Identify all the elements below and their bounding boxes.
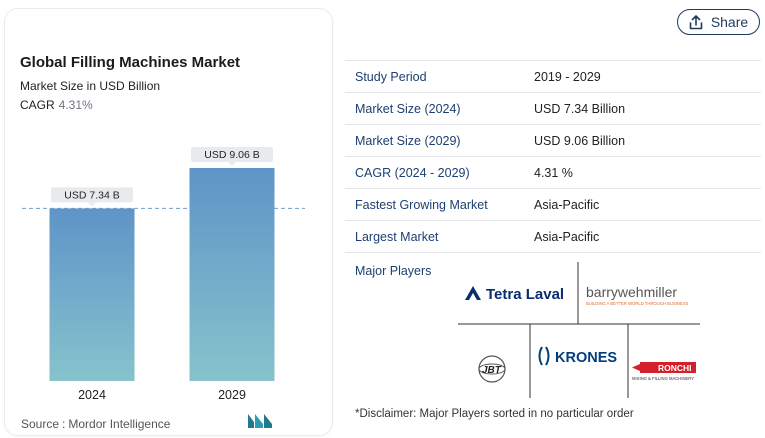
info-row: Study Period 2019 - 2029 — [345, 60, 761, 93]
info-row-label: Largest Market — [355, 229, 439, 244]
krones-bracket-icon — [538, 346, 543, 366]
data-label-2024: USD 7.34 B — [51, 187, 133, 207]
info-row-label: Market Size (2029) — [355, 133, 461, 148]
info-row-value: USD 7.34 Billion — [534, 101, 626, 116]
info-row: Market Size (2029) USD 9.06 Billion — [345, 125, 761, 157]
info-row-label: Market Size (2024) — [355, 101, 461, 116]
svg-text:RONCHI: RONCHI — [658, 363, 692, 373]
source-label: Source — [21, 417, 60, 431]
chart-cagr: CAGR 4.31% — [20, 98, 93, 112]
mordor-intelligence-logo — [248, 414, 272, 428]
jbt-logo: JBT — [478, 355, 506, 383]
info-row: Largest Market Asia-Pacific — [345, 221, 761, 253]
share-label: Share — [710, 14, 749, 30]
info-row: Fastest Growing Market Asia-Pacific — [345, 189, 761, 221]
info-row-value: 4.31 % — [534, 165, 573, 180]
ronchi-logo: RONCHI MIXING & FILLING MACHINERY — [632, 362, 696, 381]
share-button[interactable]: Share — [677, 9, 760, 35]
x-tick-label: 2024 — [78, 388, 106, 402]
source-name: Mordor Intelligence — [68, 417, 171, 431]
info-row-label: Study Period — [355, 69, 427, 84]
barry-wehmiller-logo: barrywehmiller BUILDING A BETTER WORLD T… — [586, 284, 689, 306]
svg-text:KRONES: KRONES — [555, 350, 617, 366]
info-row-value: 2019 - 2029 — [534, 69, 601, 84]
info-row-value: Asia-Pacific — [534, 229, 600, 244]
bar-2029 — [189, 168, 275, 381]
info-row: Market Size (2024) USD 7.34 Billion — [345, 93, 761, 125]
market-info-table: Study Period 2019 - 2029 Market Size (2024… — [345, 60, 761, 253]
data-label-text: USD 9.06 B — [204, 149, 259, 161]
info-row-value: USD 9.06 Billion — [534, 133, 626, 148]
x-tick-label: 2029 — [218, 388, 246, 402]
svg-text:BUILDING A BETTER WORLD THROUG: BUILDING A BETTER WORLD THROUGH BUSINESS — [586, 301, 689, 306]
chart-title: Global Filling Machines Market — [20, 54, 241, 71]
info-row-label: CAGR (2024 - 2029) — [355, 165, 470, 180]
bar-2024 — [49, 208, 135, 381]
data-label-2029: USD 9.06 B — [191, 147, 273, 166]
chart-subtitle: Market Size in USD Billion — [20, 79, 161, 93]
tetra-laval-logo: Tetra Laval — [465, 286, 564, 303]
major-players-label: Major Players — [355, 264, 432, 278]
svg-text:MIXING & FILLING MACHINERY: MIXING & FILLING MACHINERY — [632, 376, 694, 381]
krones-logo: KRONES — [538, 346, 617, 366]
svg-text:Tetra Laval: Tetra Laval — [486, 286, 564, 303]
source-note: Source: Mordor Intelligence — [21, 417, 170, 431]
data-label-text: USD 7.34 B — [64, 189, 119, 201]
info-row: CAGR (2024 - 2029) 4.31 % — [345, 157, 761, 189]
cagr-value: 4.31% — [58, 98, 93, 112]
cagr-label: CAGR — [20, 98, 55, 112]
svg-text:barrywehmiller: barrywehmiller — [586, 284, 677, 300]
source-separator: : — [62, 417, 66, 431]
share-icon — [689, 14, 703, 29]
info-row-value: Asia-Pacific — [534, 197, 600, 212]
disclaimer: *Disclaimer: Major Players sorted in no … — [355, 408, 634, 420]
svg-text:JBT: JBT — [482, 365, 502, 376]
info-row-label: Fastest Growing Market — [355, 197, 488, 212]
